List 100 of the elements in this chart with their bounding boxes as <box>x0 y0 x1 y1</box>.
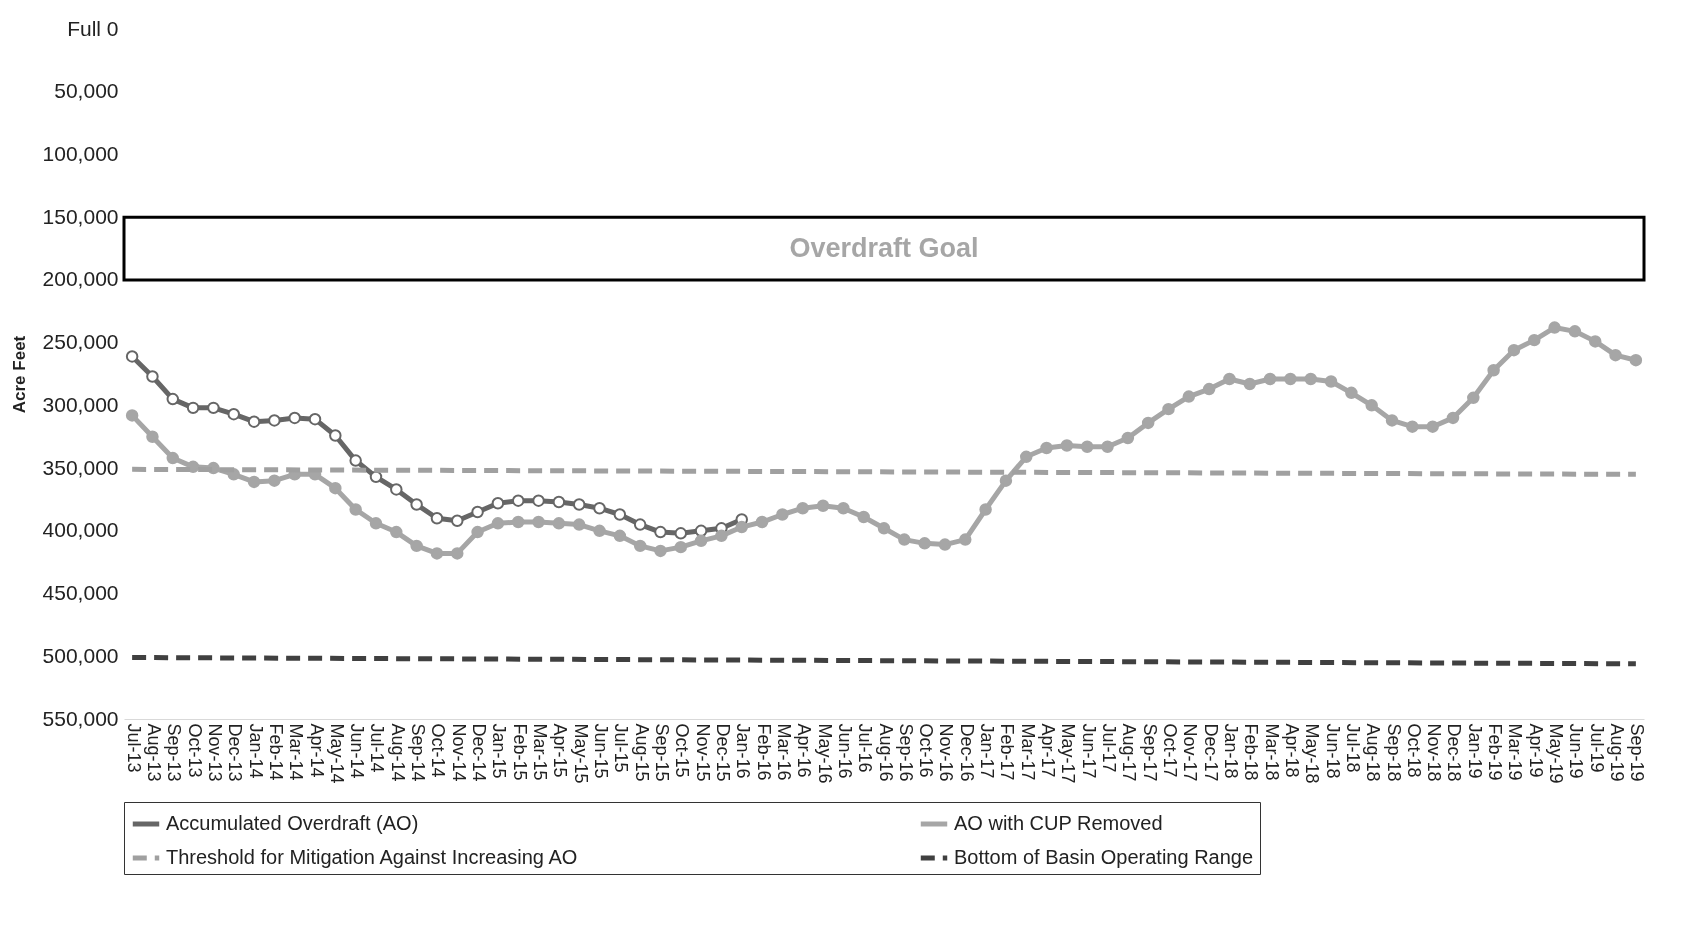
x-tick-label: May-19 <box>1546 723 1567 784</box>
x-tick-label: Jul-18 <box>1342 723 1363 773</box>
y-tick-label: 400,000 <box>42 518 119 542</box>
x-tick-label: Oct-15 <box>672 723 693 778</box>
x-tick-label: Feb-16 <box>753 723 774 781</box>
x-tick-label: Nov-15 <box>692 723 713 782</box>
x-tick-label: Dec-18 <box>1444 723 1465 782</box>
x-tick-label: Jan-17 <box>977 723 998 779</box>
x-tick-label: Dec-14 <box>469 723 490 782</box>
point <box>694 524 708 538</box>
x-tick-label: Mar-18 <box>1261 723 1282 781</box>
x-tick-label: Nov-14 <box>448 723 469 782</box>
x-tick-label: Apr-17 <box>1038 723 1059 778</box>
point <box>288 411 301 425</box>
x-tick-label: Feb-19 <box>1485 723 1506 781</box>
point <box>247 415 261 428</box>
x-tick-label: Jan-16 <box>733 723 754 779</box>
x-tick-label: Sep-14 <box>408 723 429 782</box>
legend-label: Threshold for Mitigation Against Increasing AO <box>166 846 578 868</box>
x-tick-label: Jun-15 <box>591 723 612 779</box>
x-tick-label: Apr-19 <box>1525 723 1546 778</box>
point <box>369 470 383 484</box>
point <box>430 512 444 525</box>
x-tick-label: Sep-19 <box>1627 723 1648 782</box>
legend-label: AO with CUP Removed <box>954 812 1163 834</box>
point <box>674 527 688 540</box>
x-tick-label: Oct-16 <box>916 723 937 778</box>
point <box>125 350 139 363</box>
y-tick-label: 150,000 <box>42 204 119 228</box>
x-tick-label: Feb-17 <box>997 723 1018 781</box>
x-tick-label: Jun-17 <box>1078 723 1099 779</box>
legend-label: Accumulated Overdraft (AO) <box>166 812 419 834</box>
y-tick-label: 300,000 <box>42 392 119 416</box>
x-tick-label: Mar-17 <box>1017 723 1038 781</box>
x-tick-label: Apr-18 <box>1281 723 1302 778</box>
x-tick-label: Feb-14 <box>265 723 286 781</box>
point <box>329 429 342 442</box>
point <box>491 496 505 510</box>
x-tick-label: Jul-17 <box>1099 723 1120 773</box>
y-tick-label: 50,000 <box>54 79 119 103</box>
x-tick-label: Nov-16 <box>936 723 957 782</box>
y-tick-label: 250,000 <box>42 330 119 354</box>
x-tick-label: Feb-18 <box>1241 723 1262 781</box>
legend-label: Bottom of Basin Operating Range <box>954 846 1254 868</box>
x-tick-label: Feb-15 <box>509 723 530 781</box>
x-tick-label: Jan-18 <box>1220 723 1241 779</box>
x-tick-label: Apr-14 <box>306 723 327 778</box>
x-tick-label: Jul-16 <box>855 723 876 773</box>
x-tick-label: Oct-17 <box>1159 723 1180 778</box>
x-tick-label: Dec-17 <box>1200 723 1221 782</box>
x-tick-label: Sep-13 <box>164 723 185 782</box>
x-tick-label: May-14 <box>326 723 347 784</box>
point <box>572 498 586 511</box>
point <box>654 525 667 539</box>
point <box>186 401 200 415</box>
x-tick-label: Aug-16 <box>875 723 896 782</box>
x-tick-label: Mar-14 <box>286 723 307 781</box>
x-tick-label: Jan-19 <box>1464 723 1485 779</box>
x-tick-label: Jan-14 <box>245 723 266 779</box>
x-tick-label: Jan-15 <box>489 723 510 779</box>
x-tick-label: Oct-14 <box>428 723 449 778</box>
x-tick-label: Sep-15 <box>651 723 672 782</box>
y-axis-title: Acre Feet <box>9 335 29 414</box>
x-tick-label: Sep-18 <box>1383 723 1404 782</box>
x-tick-label: Jul-19 <box>1586 723 1607 773</box>
x-tick-label: Aug-19 <box>1607 723 1628 782</box>
point <box>268 414 281 427</box>
point <box>146 370 159 383</box>
point <box>633 518 647 531</box>
point <box>207 401 220 415</box>
x-tick-label: Aug-15 <box>631 723 652 782</box>
x-tick-label: Mar-15 <box>530 723 551 781</box>
y-tick-label: 550,000 <box>42 706 119 730</box>
point <box>308 412 322 426</box>
x-tick-label: Nov-17 <box>1180 723 1201 782</box>
x-tick-label: May-18 <box>1302 723 1323 784</box>
band-label: Overdraft Goal <box>789 232 979 263</box>
x-tick-label: Nov-18 <box>1424 723 1445 782</box>
x-tick-label: Jul-14 <box>367 723 388 773</box>
y-tick-label: 100,000 <box>42 141 119 165</box>
point <box>613 508 627 521</box>
point <box>511 494 525 507</box>
x-tick-label: May-17 <box>1058 723 1079 784</box>
x-tick-label: Dec-13 <box>225 723 246 782</box>
x-tick-label: Sep-17 <box>1139 723 1160 782</box>
point <box>471 505 484 519</box>
y-tick-label: Full 0 <box>67 16 119 40</box>
y-tick-label: 450,000 <box>42 581 119 605</box>
point <box>593 502 606 515</box>
x-tick-label: Oct-18 <box>1403 723 1424 778</box>
x-tick-label: Jun-18 <box>1322 723 1343 779</box>
x-tick-label: Aug-18 <box>1363 723 1384 782</box>
y-tick-label: 350,000 <box>42 455 119 479</box>
point <box>227 407 240 421</box>
point <box>410 498 423 511</box>
x-tick-label: Apr-16 <box>794 723 815 778</box>
x-tick-label: May-15 <box>570 723 591 784</box>
x-tick-label: Jun-16 <box>834 723 855 779</box>
y-tick-label: 200,000 <box>42 267 119 291</box>
x-tick-label: Sep-16 <box>895 723 916 782</box>
